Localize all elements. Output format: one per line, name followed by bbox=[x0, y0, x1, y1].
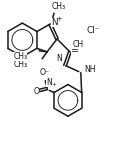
Text: O: O bbox=[33, 87, 39, 96]
Text: N: N bbox=[50, 18, 57, 27]
Text: CH₃: CH₃ bbox=[13, 60, 27, 69]
Text: +: + bbox=[50, 82, 55, 87]
Text: NH: NH bbox=[83, 65, 94, 74]
Text: CH₃: CH₃ bbox=[52, 2, 65, 11]
Text: N: N bbox=[46, 78, 52, 86]
Text: Cl⁻: Cl⁻ bbox=[85, 26, 98, 35]
Text: +: + bbox=[56, 16, 61, 22]
Text: O⁻: O⁻ bbox=[39, 68, 49, 77]
Text: N: N bbox=[56, 54, 61, 63]
Text: CH₃: CH₃ bbox=[13, 52, 27, 61]
Text: CH: CH bbox=[72, 40, 83, 49]
Text: =: = bbox=[70, 46, 78, 55]
